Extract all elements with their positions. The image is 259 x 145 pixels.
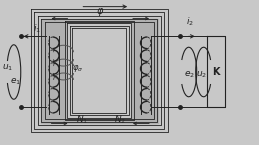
Polygon shape — [43, 119, 156, 123]
Text: K: K — [212, 67, 219, 77]
Text: $u_1$: $u_1$ — [2, 63, 13, 73]
Text: $\varphi_\sigma$: $\varphi_\sigma$ — [73, 62, 84, 74]
Text: $e_1$: $e_1$ — [10, 77, 21, 87]
Polygon shape — [41, 19, 67, 123]
Text: $N_1$: $N_1$ — [76, 113, 89, 126]
Text: $\varphi$: $\varphi$ — [96, 6, 104, 18]
Text: $i_2$: $i_2$ — [186, 16, 194, 28]
Text: $u_2$: $u_2$ — [196, 70, 207, 80]
Text: $i_1$: $i_1$ — [33, 23, 41, 35]
Polygon shape — [132, 19, 158, 123]
Polygon shape — [43, 19, 156, 22]
Text: $N_2$: $N_2$ — [114, 113, 126, 126]
Text: $e_2$: $e_2$ — [184, 70, 195, 80]
